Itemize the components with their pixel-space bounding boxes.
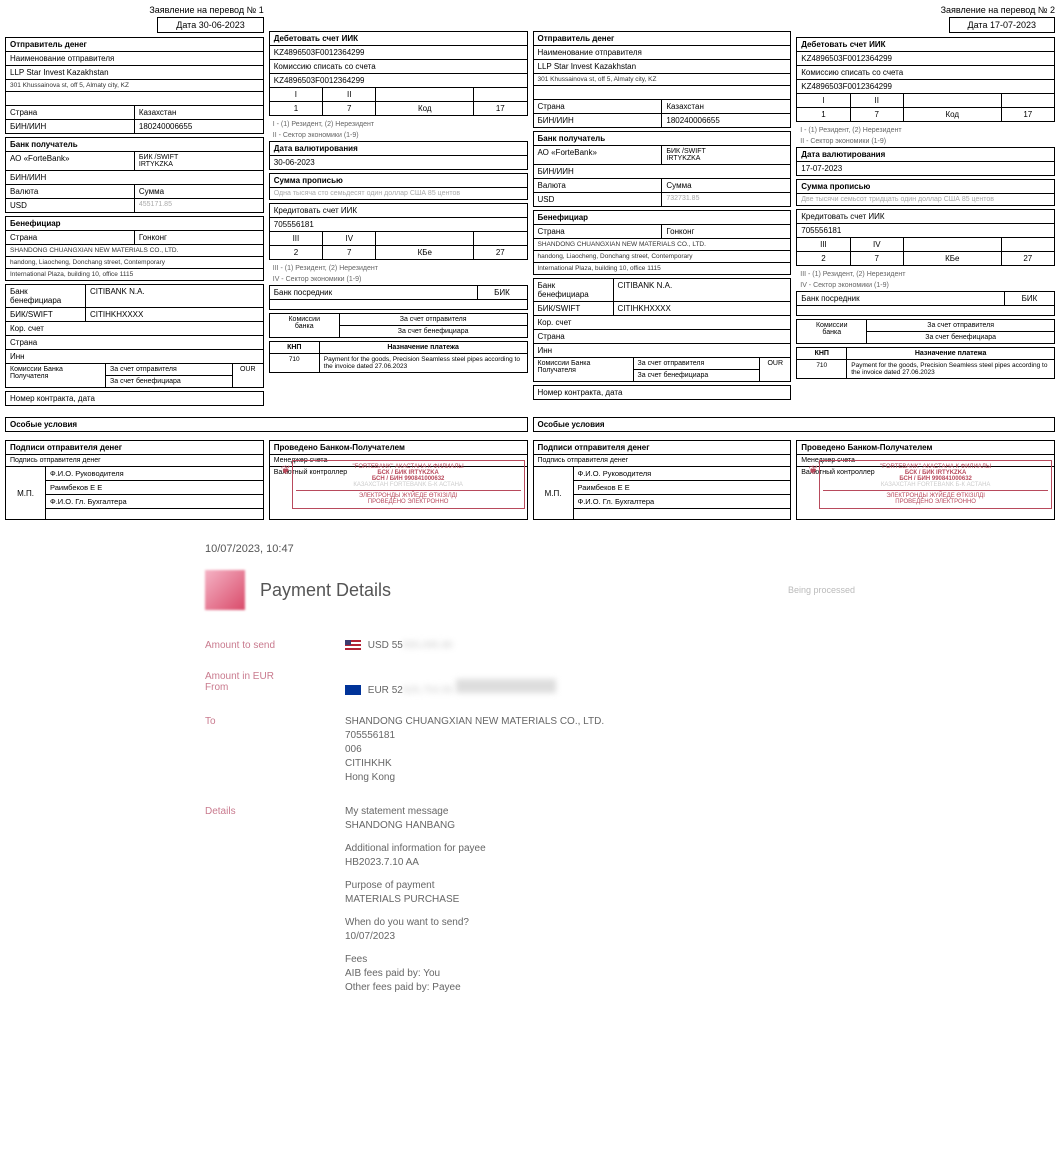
sender-title: Отправитель денег xyxy=(6,38,263,51)
pd-logo xyxy=(205,570,245,610)
benef-country-label: Страна xyxy=(6,231,135,244)
form-2: Отправитель денег Наименование отправите… xyxy=(533,5,1056,409)
special-box-2: Особые условия xyxy=(533,417,1056,432)
sender-name: LLP Star Invest Kazakhstan xyxy=(6,65,263,79)
knp-box: КНП Назначение платежа 710 Payment for t… xyxy=(269,341,528,373)
bank-benef-box: Банк бенефициара CITIBANK N.A. БИК/SWIFT… xyxy=(5,284,264,388)
bank-benef-val: CITIBANK N.A. xyxy=(86,285,263,307)
contract-box: Номер контракта, дата xyxy=(5,391,264,406)
pd-amount-eur-val: 52525,753.55 xyxy=(392,685,453,696)
special-box-1: Особые условия xyxy=(5,417,528,432)
eu-flag-icon xyxy=(345,685,361,695)
form-1: Заявление на перевод № 1 Дата 30-06-2023… xyxy=(5,5,528,409)
form-2-right: Заявление на перевод № 2 Дата 17-07-2023… xyxy=(796,5,1055,409)
us-flag-icon xyxy=(345,640,361,650)
sum-words-box: Сумма прописью Одна тысяча сто семьдесят… xyxy=(269,173,528,200)
stamp-2: ❦ "FORTEBANK" АКАСТАНА К ФИЛИАЛЫ БСК / Б… xyxy=(819,460,1052,509)
pd-to-label: To xyxy=(205,716,345,786)
pd-to-name: SHANDONG CHUANGXIAN NEW MATERIALS CO., L… xyxy=(345,716,855,727)
pd-to-bank: CITIHKHK xyxy=(345,758,855,769)
sig-box-1: Подписи отправителя денег Подпись отправ… xyxy=(5,440,264,520)
pd-from-label: From xyxy=(205,682,345,693)
bin-val: 180240006655 xyxy=(135,120,263,133)
knp-val: 710 xyxy=(270,354,320,372)
pd-title: Payment Details xyxy=(260,580,391,601)
pd-amount-send-label: Amount to send xyxy=(205,640,345,651)
debit-acc2: KZ4896503F0012364299 xyxy=(270,73,527,87)
bik-swift-val: IRTYKZKA xyxy=(139,161,259,168)
stamp-icon: ❦ xyxy=(281,463,291,477)
form-2-left: Отправитель денег Наименование отправите… xyxy=(533,5,792,409)
currency-val: USD xyxy=(6,199,135,212)
pd-to-code: 006 xyxy=(345,744,855,755)
bik-swift-label: БИК /SWIFT xyxy=(139,154,259,161)
bin2-label: БИН/ИИН xyxy=(6,170,263,184)
bank-title: Банк получатель xyxy=(6,138,263,151)
bik-swift2-val: CITIHKHXXXX xyxy=(86,308,263,321)
form2-date-val: 17-07-2023 xyxy=(797,161,1054,175)
debit-acc: KZ4896503F0012364299 xyxy=(270,45,527,59)
sender-name-label: Наименование отправителя xyxy=(6,51,263,65)
proc-box-2: Проведено Банком-Получателем Менеджер сч… xyxy=(796,440,1055,520)
benef-addr2: International Plaza, building 10, office… xyxy=(6,268,263,280)
komiss-banka-box: Комиссии банка За счет отправителя За сч… xyxy=(269,313,528,338)
form2-amount: 732731.85 xyxy=(662,193,790,206)
bin-label: БИН/ИИН xyxy=(6,120,135,133)
benef-box: Бенефициар Страна Гонконг SHANDONG CHUAN… xyxy=(5,216,264,281)
currency-label: Валюта xyxy=(6,185,135,198)
benef-country-val: Гонконг xyxy=(135,231,263,244)
bank-inter-box: Банк посредник БИК xyxy=(269,285,528,310)
payment-details: 10/07/2023, 10:47 Payment Details Being … xyxy=(205,543,855,996)
sum-words: Одна тысяча сто семьдесят один доллар СШ… xyxy=(270,187,527,199)
pd-amount-send-val: 55555,095.80 xyxy=(392,640,453,651)
country-label: Страна xyxy=(6,106,135,119)
form-1-title: Заявление на перевод № 1 xyxy=(5,5,264,15)
debit-box: Дебетовать счет ИИК KZ4896503F0012364299… xyxy=(269,31,528,116)
form-1-right: Дебетовать счет ИИК KZ4896503F0012364299… xyxy=(269,31,528,409)
amount-label: Сумма xyxy=(135,185,263,198)
pd-timestamp: 10/07/2023, 10:47 xyxy=(205,543,855,555)
pd-to-acc: 705556181 xyxy=(345,730,855,741)
stamp-icon: ❦ xyxy=(808,463,818,477)
form-1-header: Заявление на перевод № 1 Дата 30-06-2023 xyxy=(5,5,264,33)
pd-status: Being processed xyxy=(788,585,855,595)
pd-to-country: Hong Kong xyxy=(345,772,855,783)
form-1-left: Заявление на перевод № 1 Дата 30-06-2023… xyxy=(5,5,264,409)
bank-box: Банк получатель АО «ForteBank» БИК /SWIF… xyxy=(5,137,264,213)
benef-addr1: handong, Liaocheng, Donchang street, Con… xyxy=(6,256,263,268)
bank-name: АО «ForteBank» xyxy=(6,152,135,170)
form-2-date: Дата 17-07-2023 xyxy=(949,17,1055,33)
proc-box-1: Проведено Банком-Получателем Менеджер сч… xyxy=(269,440,528,520)
knp-desc: Payment for the goods, Precision Seamles… xyxy=(320,354,527,372)
stamp: ❦ "FORTEBANK" АКАСТАНА К ФИЛИАЛЫ БСК / Б… xyxy=(292,460,525,509)
form-2-title: Заявление на перевод № 2 xyxy=(796,5,1055,15)
pd-details-label: Details xyxy=(205,806,345,996)
country-val: Казахстан xyxy=(135,106,263,119)
sender-addr: 301 Khussainova st, off 5, Almaty city, … xyxy=(6,79,263,91)
form-1-date: Дата 30-06-2023 xyxy=(157,17,263,33)
date-val-box: Дата валютирования 30-06-2023 xyxy=(269,141,528,170)
pd-amount-eur-label: Amount in EUR xyxy=(205,671,345,682)
benef-name: SHANDONG CHUANGXIAN NEW MATERIALS CO., L… xyxy=(6,244,263,256)
amount-val: 455171.85 xyxy=(135,199,263,212)
forms-container: Заявление на перевод № 1 Дата 30-06-2023… xyxy=(5,5,1055,409)
sig-box-2: Подписи отправителя денег Подпись отправ… xyxy=(533,440,792,520)
credit-acc: 705556181 xyxy=(270,217,527,231)
benef-title: Бенефициар xyxy=(6,217,263,230)
sender-box: Отправитель денег Наименование отправите… xyxy=(5,37,264,134)
credit-box: Кредитовать счет ИИК 705556181 III IV 2 … xyxy=(269,203,528,260)
date-val: 30-06-2023 xyxy=(270,155,527,169)
